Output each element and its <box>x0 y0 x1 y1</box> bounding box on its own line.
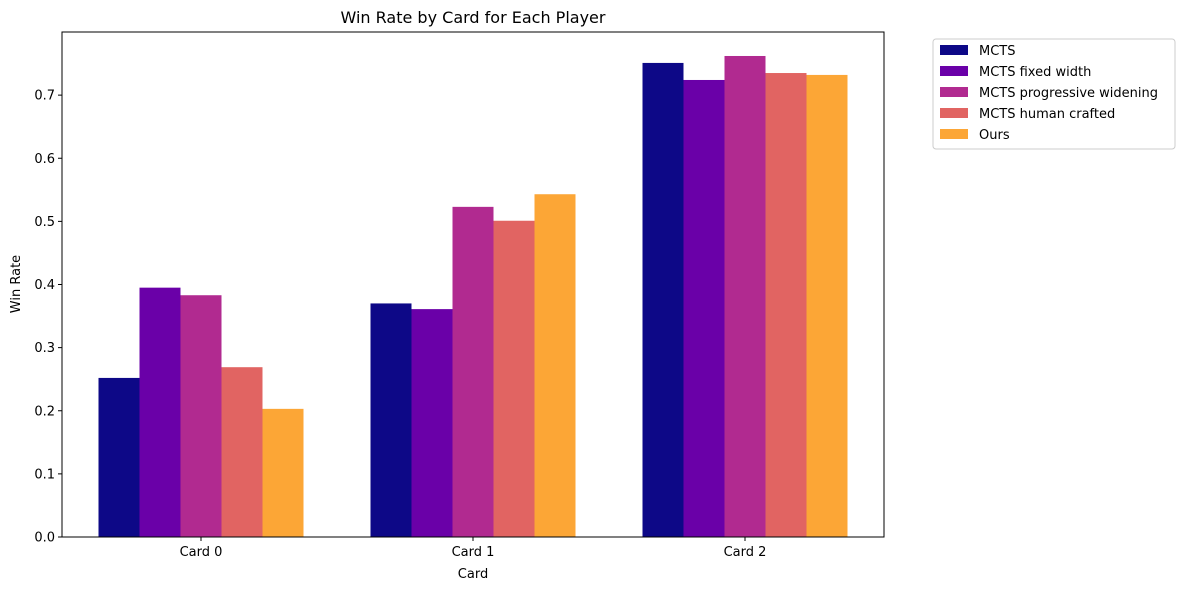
legend-label: Ours <box>979 128 1010 143</box>
bar <box>98 377 140 537</box>
legend-label: MCTS fixed width <box>979 65 1091 80</box>
bar <box>370 303 412 537</box>
legend-label: MCTS <box>979 44 1016 59</box>
bar <box>180 295 222 537</box>
x-axis-label: Card <box>458 567 488 582</box>
legend-swatch <box>940 87 968 97</box>
x-tick-label: Card 1 <box>452 545 495 560</box>
legend: MCTS MCTS fixed width MCTS progressive wid… <box>932 38 1176 150</box>
bar <box>724 55 766 538</box>
y-axis-ticks: 0.0 0.1 0.2 0.3 0.4 0.5 0.6 0.7 <box>34 89 62 546</box>
x-axis-ticks: Card 0 Card 1 Card 2 <box>180 537 767 560</box>
legend-frame <box>932 38 1176 150</box>
bar <box>683 79 725 537</box>
bar <box>452 206 494 537</box>
y-tick-label: 0.4 <box>34 278 55 293</box>
y-tick-label: 0.3 <box>34 341 55 356</box>
bars-group <box>98 55 848 538</box>
chart-title: Win Rate by Card for Each Player <box>341 8 606 27</box>
y-tick-label: 0.5 <box>34 215 55 230</box>
bar <box>262 408 304 537</box>
legend-label: MCTS progressive widening <box>979 86 1158 101</box>
bar <box>411 309 453 537</box>
plot-frame <box>61 31 885 538</box>
x-tick-label: Card 2 <box>724 545 767 560</box>
bar <box>642 62 684 538</box>
legend-swatch <box>940 66 968 76</box>
legend-swatch <box>940 108 968 118</box>
bar <box>221 367 263 537</box>
bar <box>493 220 535 537</box>
x-tick-label: Card 0 <box>180 545 223 560</box>
y-tick-label: 0.0 <box>34 531 55 546</box>
legend-items: MCTS MCTS fixed width MCTS progressive wid… <box>940 44 1158 143</box>
y-tick-label: 0.7 <box>34 89 55 104</box>
y-tick-label: 0.2 <box>34 404 55 419</box>
y-axis-label: Win Rate <box>9 255 24 313</box>
bar <box>534 194 576 537</box>
bar <box>765 73 807 537</box>
bar <box>806 74 848 538</box>
legend-swatch <box>940 45 968 55</box>
legend-label: MCTS human crafted <box>979 107 1115 122</box>
bar <box>139 287 181 537</box>
legend-swatch <box>940 129 968 139</box>
y-tick-label: 0.6 <box>34 152 55 167</box>
y-tick-label: 0.1 <box>34 467 55 482</box>
